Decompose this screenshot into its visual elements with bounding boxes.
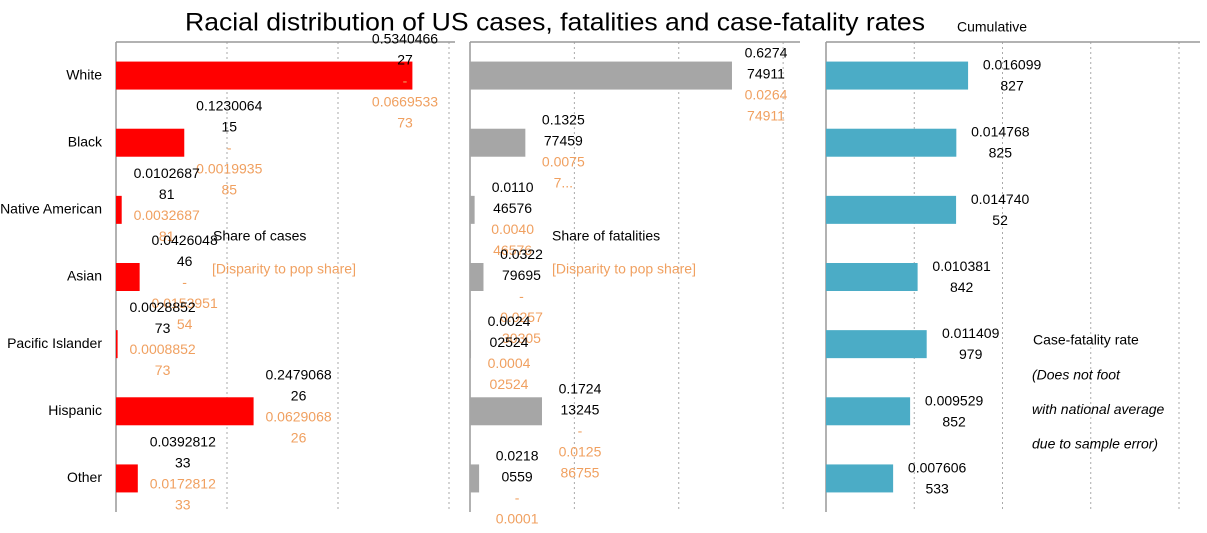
bar <box>826 464 894 493</box>
bar <box>826 263 918 291</box>
series-label: Share of fatalities <box>552 228 660 244</box>
bar <box>116 128 185 157</box>
note: with national average <box>1032 401 1165 417</box>
data-label: 0.1230064 15 <box>196 97 262 134</box>
disparity-label: 0.0629068 26 <box>265 408 331 445</box>
bar <box>826 61 969 90</box>
disparity-label: 0.0004 02524 <box>488 355 531 392</box>
data-label: 0.0218 0559 <box>496 447 539 484</box>
data-label: 0.0426048 46 <box>152 232 218 269</box>
data-label: 0.6274 74911 <box>745 44 788 81</box>
disparity-label: -0.0125 86755 <box>559 422 602 480</box>
data-label: 0.007606 533 <box>908 459 967 496</box>
data-label: 0.1724 13245 <box>559 380 602 417</box>
disparity-label: -0.0669533 73 <box>372 72 438 130</box>
data-label: 0.1325 77459 <box>542 111 585 148</box>
bar <box>116 464 138 493</box>
data-label: 0.0028852 73 <box>130 299 196 336</box>
data-label: 0.0392812 33 <box>150 433 216 470</box>
category-label: Other <box>67 469 102 485</box>
series-label: [Disparity to pop share] <box>212 261 356 277</box>
note: due to sample error) <box>1032 436 1158 452</box>
chart-title: Racial distribution of US cases, fatalit… <box>185 9 925 37</box>
data-label: 0.009529 852 <box>925 392 984 429</box>
disparity-label: -0.00019441 <box>496 489 539 533</box>
bar <box>826 128 957 157</box>
series-label: Share of cases <box>213 228 306 244</box>
bar <box>826 330 927 359</box>
category-label: Native American <box>0 201 102 217</box>
category-label: White <box>66 66 102 82</box>
data-label: 0.011409 979 <box>942 325 1000 362</box>
data-label: 0.0110 46576 <box>492 179 534 216</box>
bar <box>116 330 118 359</box>
data-label: 0.014740 52 <box>971 191 1030 228</box>
bar <box>826 195 957 224</box>
series-label: Case-fatality rate <box>1033 332 1139 348</box>
disparity-label: 0.0264 74911 <box>745 86 788 123</box>
disparity-label: -0.0019935 85 <box>196 139 262 197</box>
disparity-label: -0.0257 30305 <box>500 288 543 346</box>
series-label: [Disparity to pop share] <box>552 261 696 277</box>
bar <box>116 61 413 90</box>
disparity-label: 0.0032687 81 <box>134 207 200 244</box>
bar <box>470 61 732 90</box>
bar <box>470 464 480 493</box>
bar <box>470 263 484 291</box>
data-label: 0.016099 827 <box>983 56 1042 93</box>
bar <box>116 397 254 426</box>
disparity-label: 0.0008852 73 <box>130 341 196 378</box>
data-label: 0.014768 825 <box>971 123 1030 160</box>
bar <box>470 330 472 359</box>
data-label: 0.010381 842 <box>932 258 991 295</box>
disparity-label: -0.0153951 54 <box>152 274 218 332</box>
disparity-label: 0.0172812 33 <box>150 475 216 512</box>
data-label: 0.0024 02524 <box>488 313 531 350</box>
data-label: 0.0102687 81 <box>134 165 200 202</box>
note: (Does not foot <box>1032 367 1121 383</box>
disparity-label: 0.0075 7... <box>542 153 585 190</box>
category-label: Asian <box>67 268 102 284</box>
category-label: Pacific Islander <box>7 335 102 351</box>
bar <box>470 397 542 426</box>
bar <box>470 195 475 224</box>
bar <box>116 263 140 291</box>
bar <box>116 195 122 224</box>
data-label: 0.0322 79695 <box>500 246 543 283</box>
chart-subtitle: Cumulative <box>957 19 1027 35</box>
category-label: Black <box>68 133 103 149</box>
category-label: Hispanic <box>48 402 102 418</box>
bar <box>826 397 911 426</box>
data-label: 0.5340466 27 <box>372 30 438 67</box>
data-label: 0.2479068 26 <box>265 366 331 403</box>
disparity-label: 0.0040 46576 <box>491 221 534 258</box>
bar <box>470 128 526 157</box>
